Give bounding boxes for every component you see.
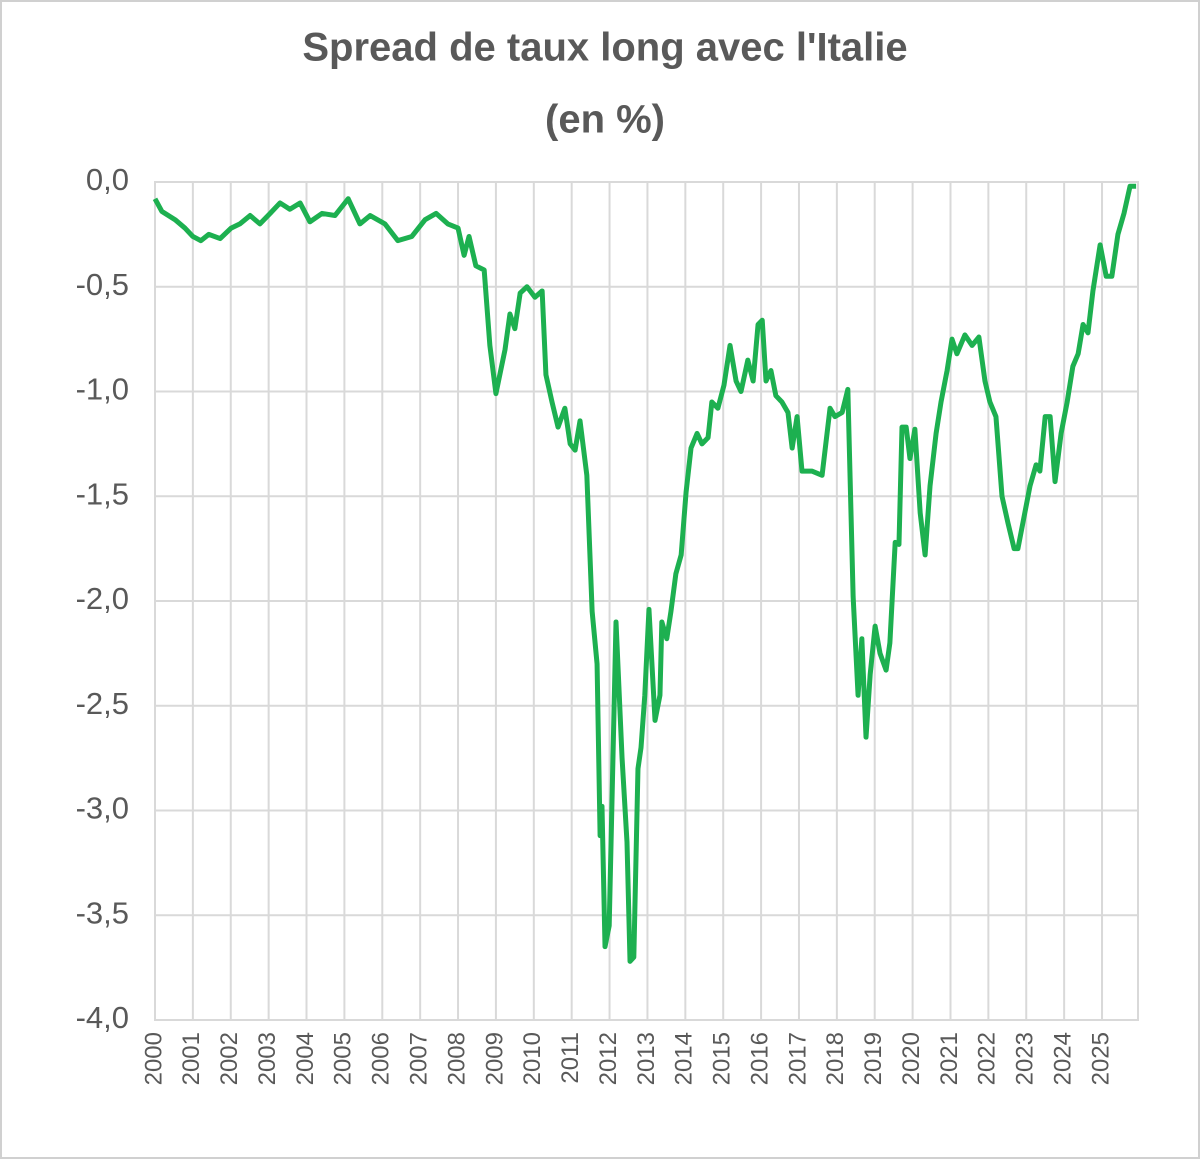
x-tick-label: 2005: [330, 1032, 357, 1085]
y-tick-label: -4,0: [76, 1000, 129, 1035]
x-tick-label: 2015: [709, 1032, 736, 1085]
x-tick-label: 2008: [443, 1032, 470, 1085]
x-tick-label: 2020: [898, 1032, 925, 1085]
x-tick-label: 2002: [216, 1032, 243, 1085]
x-tick-label: 2019: [860, 1032, 887, 1085]
x-tick-label: 2022: [974, 1032, 1001, 1085]
y-tick-label: -2,5: [76, 686, 129, 721]
x-tick-label: 2006: [368, 1032, 395, 1085]
y-tick-label: -1,0: [76, 372, 129, 407]
y-tick-label: 0,0: [86, 162, 129, 197]
x-tick-label: 2013: [633, 1032, 660, 1085]
chart-subtitle: (en %): [545, 98, 665, 142]
x-tick-label: 2009: [481, 1032, 508, 1085]
x-tick-label: 2004: [292, 1032, 319, 1085]
y-tick-label: -3,5: [76, 895, 129, 930]
x-tick-label: 2000: [140, 1032, 167, 1085]
x-tick-label: 2018: [822, 1032, 849, 1085]
data-line: [152, 183, 1137, 964]
x-tick-label: 2014: [671, 1032, 698, 1085]
x-tick-label: 2021: [936, 1032, 963, 1085]
x-tick-label: 2016: [746, 1032, 773, 1085]
x-tick-label: 2017: [784, 1032, 811, 1085]
plot-border: [154, 181, 1139, 1021]
x-tick-label: 2024: [1049, 1032, 1076, 1085]
y-tick-label: -3,0: [76, 791, 129, 826]
x-tick-label: 2023: [1012, 1032, 1039, 1085]
x-tick-label: 2003: [254, 1032, 281, 1085]
x-tick-label: 2001: [178, 1032, 205, 1085]
x-tick-label: 2012: [595, 1032, 622, 1085]
x-tick-label: 2011: [557, 1032, 584, 1084]
y-tick-label: -0,5: [76, 267, 129, 302]
x-tick-label: 2007: [406, 1032, 433, 1085]
chart-title: Spread de taux long avec l'Italie: [302, 26, 907, 70]
y-tick-label: -2,0: [76, 581, 129, 616]
x-tick-label: 2025: [1087, 1032, 1114, 1085]
x-tick-label: 2010: [519, 1032, 546, 1085]
y-tick-label: -1,5: [76, 476, 129, 511]
